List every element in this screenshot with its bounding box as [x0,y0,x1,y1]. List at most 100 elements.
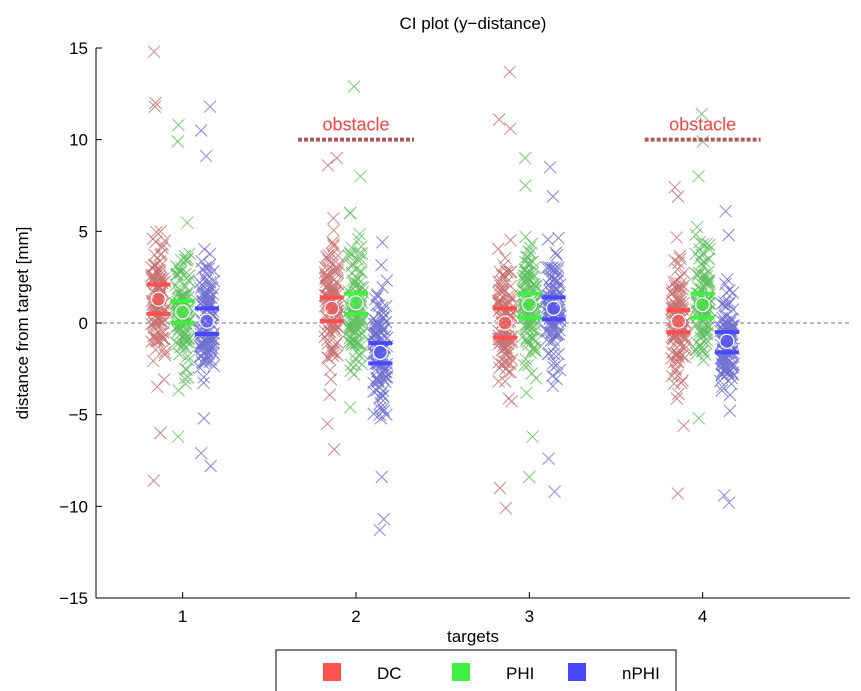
trial-point [178,333,192,347]
trial-point [722,284,736,297]
trial-point [154,225,167,238]
trial-point [348,352,362,366]
trial-point [158,348,172,362]
trial-point [158,346,172,360]
trial-point-outlier [171,430,185,444]
trial-point [157,316,170,330]
trial-point [493,279,507,293]
trial-point-outlier [375,470,389,484]
trial-point [691,268,705,282]
series-dc [145,45,692,515]
trial-point [181,371,195,384]
trial-point [330,275,343,289]
legend-entry-dc: DC [323,663,402,683]
trial-point [499,345,512,359]
trial-point-outlier [377,512,391,526]
trial-point [354,252,368,266]
trial-point [322,261,335,275]
trial-point [716,354,730,368]
trial-point [549,246,563,260]
mean-marker [348,295,364,311]
trial-point [343,323,357,337]
trial-point [355,358,369,371]
trial-point [344,364,358,378]
trial-point-outlier [327,443,341,456]
trial-point [498,375,512,388]
trial-point-outlier [671,487,685,500]
trial-point [549,372,563,386]
trial-point [519,230,532,244]
trial-point [345,338,359,352]
trial-point [492,375,505,388]
trial-point [505,292,518,306]
trial-point [548,261,562,275]
trial-point-outlier [204,459,218,473]
trial-point [178,362,192,376]
trial-point-outlier [548,485,561,499]
trial-point [198,355,212,368]
trial-point [203,258,217,272]
trial-point [722,366,735,380]
trial-point [327,345,340,359]
trial-point [492,275,505,288]
trial-point [198,271,212,284]
trial-point [552,231,565,245]
trial-point [369,371,383,385]
trial-point-outlier [153,426,167,440]
legend-label: PHI [506,664,534,683]
trial-point [321,279,334,293]
trial-point-outlier [147,474,161,488]
trial-point [496,286,510,299]
trial-point [720,366,734,380]
trial-point [352,232,365,246]
trial-point [672,256,685,270]
trial-point [203,285,216,299]
trial-point [324,325,337,339]
trial-point [498,251,512,265]
mean-marker [175,304,191,320]
trial-point [719,310,732,324]
trial-point [670,283,684,296]
trial-point [199,261,212,274]
trial-point [179,253,192,267]
trial-point-outlier [696,135,710,148]
trial-point [543,272,557,286]
trial-point-outlier [148,100,162,114]
trial-point [369,292,382,306]
axis-layer: −15 −10 −5 0 5 10 15 1 2 3 4 [59,39,707,626]
trial-point [546,379,560,393]
trial-point-outlier [722,496,736,510]
trial-point-outlier [692,169,705,183]
trial-point [499,355,512,369]
trial-point [183,247,196,261]
trial-point-outlier [546,190,560,203]
trial-point [541,233,555,246]
trial-point [523,319,537,333]
trial-point [203,247,217,261]
trial-point [500,265,514,279]
legend-entry-nphi: nPHI [568,663,660,683]
trial-point [320,275,333,289]
trial-point-outlier [526,430,539,444]
trial-point [552,347,565,361]
trial-point-outlier [347,80,361,93]
trial-point [371,316,385,330]
trial-point [373,391,387,404]
trial-point-outlier [671,190,685,203]
trial-point [376,280,389,294]
trial-point [528,343,542,357]
trial-point [197,376,210,390]
trial-point-outlier [692,411,706,425]
trial-point-outlier [519,179,532,192]
trial-point-outlier [542,452,555,466]
legend-entry-phi: PHI [452,663,534,683]
trial-point [546,321,560,335]
trial-point [327,239,341,253]
trial-point [204,280,218,294]
trial-point [179,377,192,391]
trial-point [553,363,567,377]
trial-point [327,238,340,251]
trial-point [327,211,340,225]
legend-swatch [323,663,341,681]
trial-point-outlier [493,481,507,495]
